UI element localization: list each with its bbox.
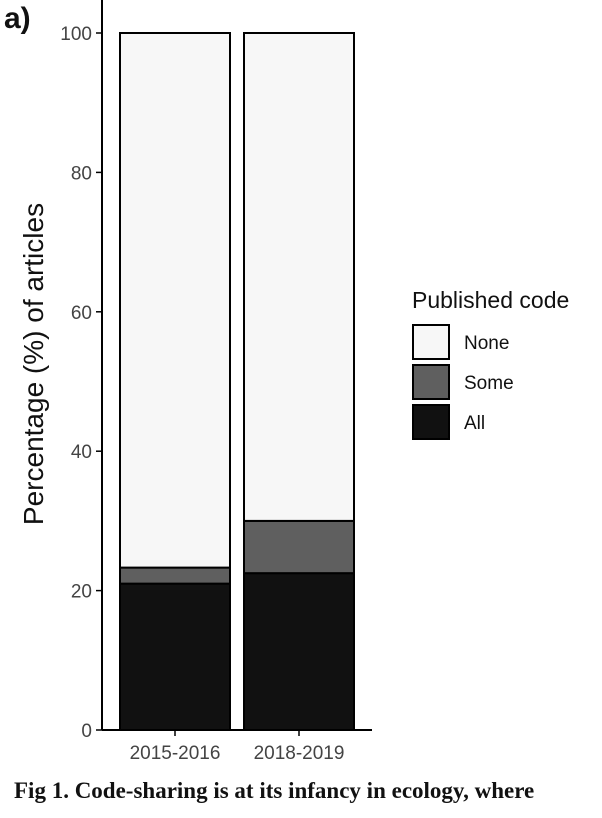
bar-all [119,582,231,731]
y-tick-label: 60 [71,303,92,324]
legend-title: Published code [412,287,569,313]
y-tick-label: 80 [71,163,92,184]
y-tick-label: 100 [60,24,92,45]
figure-caption: Fig 1. Code-sharing is at its infancy in… [14,778,535,803]
y-tick-label: 20 [71,582,92,603]
y-axis-label: Percentage (%) of articles [18,203,49,525]
bars [119,32,355,731]
legend-label-all: All [464,413,485,434]
y-tick-label: 0 [81,721,92,742]
y-tick-label: 40 [71,442,92,463]
legend-label-some: Some [464,373,514,394]
legend: Published code None Some All [412,287,569,440]
legend-swatch-none [412,324,450,360]
bar-all [243,572,355,731]
bar-none [119,32,231,569]
x-tick-label: 2015-2016 [130,743,221,764]
legend-swatch-all [412,404,450,440]
legend-label-none: None [464,333,509,354]
x-tick-label: 2018-2019 [254,743,345,764]
panel-label: a) [4,2,31,35]
legend-swatch-some [412,364,450,400]
stacked-bar-chart: 0 20 40 60 80 100 2015-2016 2018-2019 Percenta… [18,0,569,764]
y-axis: 0 20 40 60 80 100 [60,0,103,742]
bar-some [119,566,231,585]
x-axis: 2015-2016 2018-2019 [102,729,372,764]
bar-none [243,32,355,522]
bar-some [243,519,355,575]
